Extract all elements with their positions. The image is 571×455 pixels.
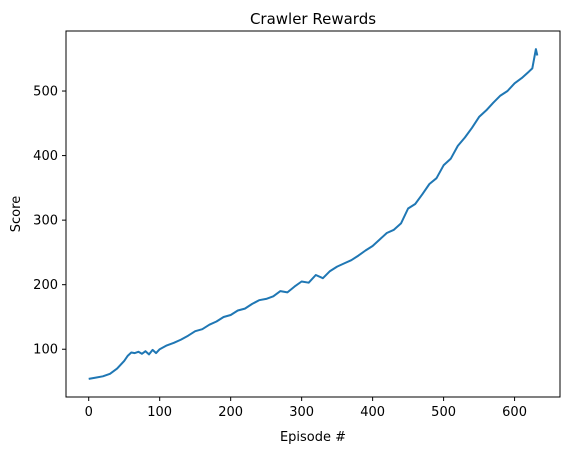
- y-tick-label: 200: [33, 278, 58, 293]
- chart-title: Crawler Rewards: [250, 10, 376, 28]
- x-tick-label: 400: [360, 405, 385, 420]
- x-axis-label: Episode #: [280, 430, 346, 445]
- y-tick-label: 300: [33, 214, 58, 229]
- y-tick-label: 400: [33, 149, 58, 164]
- x-tick-label: 200: [218, 405, 243, 420]
- y-axis-ticks: 100 200 300 400 500: [33, 85, 66, 358]
- x-tick-label: 300: [289, 405, 314, 420]
- plot-area: [66, 31, 560, 397]
- x-axis-ticks: 0 100 200 300 400 500 600: [85, 397, 527, 420]
- x-tick-label: 600: [502, 405, 527, 420]
- y-axis-label: Score: [9, 196, 24, 232]
- x-tick-label: 100: [147, 405, 172, 420]
- y-tick-label: 500: [33, 85, 58, 100]
- x-tick-label: 0: [85, 405, 93, 420]
- y-tick-label: 100: [33, 343, 58, 358]
- x-tick-label: 500: [431, 405, 456, 420]
